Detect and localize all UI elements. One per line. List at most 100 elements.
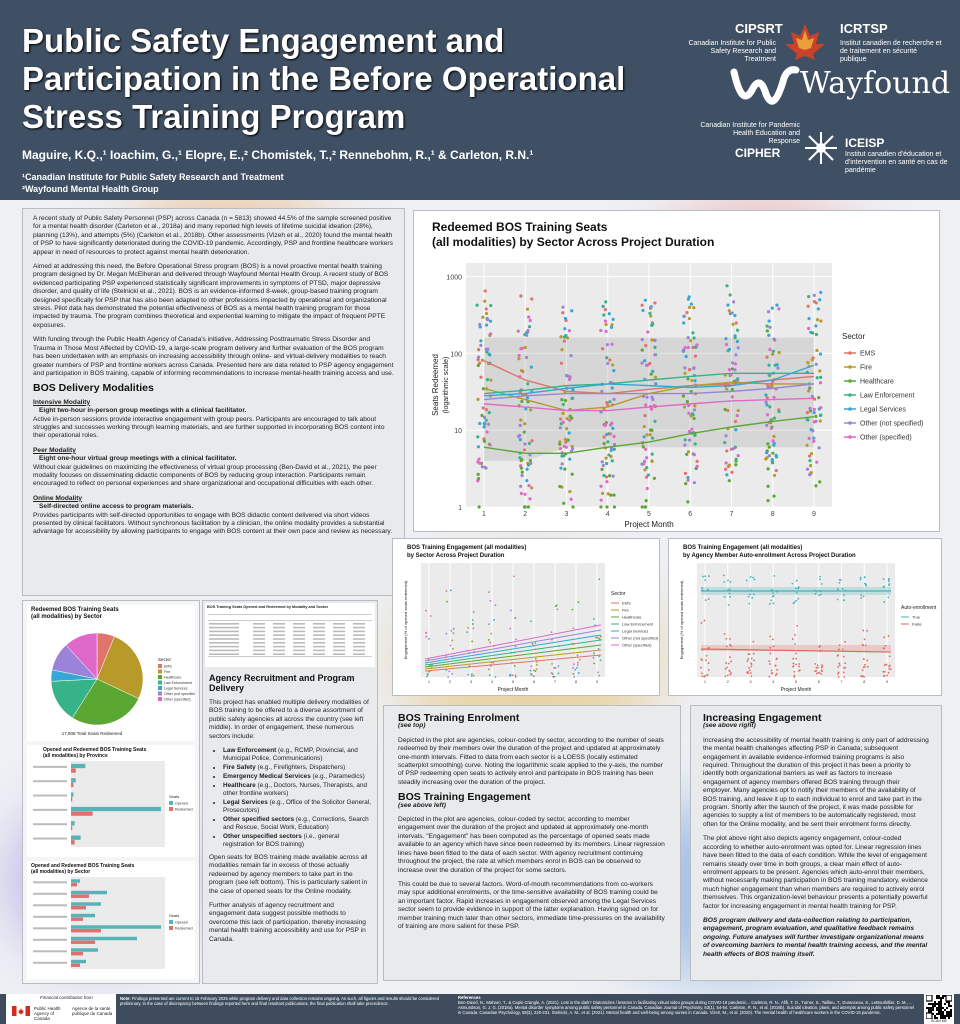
data-point [747, 658, 749, 660]
data-point [572, 666, 574, 669]
data-point [814, 662, 817, 665]
qr-code-card[interactable]: SCAN ME [924, 994, 954, 1024]
data-point [862, 666, 865, 669]
data-point [805, 443, 809, 447]
data-point [771, 349, 775, 353]
data-point [791, 638, 794, 641]
bar2-title-line1: Opened and Redeemed BOS Training Seats [31, 863, 135, 869]
data-point [683, 438, 687, 442]
qr-finder [926, 1012, 933, 1019]
bar-opened [71, 959, 86, 964]
data-point [734, 321, 738, 325]
data-point [529, 408, 533, 412]
data-point [476, 472, 480, 476]
table-cell [209, 623, 239, 625]
intensive-modality-text: Active in-person sessions provide intera… [33, 415, 385, 440]
data-point [752, 593, 755, 596]
qr-code-icon [926, 995, 952, 1019]
data-point [723, 596, 726, 598]
data-point [724, 434, 728, 438]
data-point [838, 578, 841, 581]
data-point [730, 470, 734, 474]
data-point [605, 432, 609, 437]
data-point [605, 401, 609, 405]
data-point [693, 354, 698, 358]
data-point [682, 348, 686, 352]
data-point [644, 498, 648, 503]
engagement-by-sector-chart: BOS Training Engagement (all modalities)… [403, 545, 659, 693]
data-point [522, 430, 526, 434]
data-point [728, 293, 732, 297]
qr-module [940, 1009, 942, 1011]
data-point [704, 579, 707, 582]
qr-module [942, 1011, 944, 1013]
data-point [480, 358, 485, 362]
data-point [749, 669, 751, 672]
table-cell [333, 638, 345, 640]
data-point [808, 406, 812, 411]
bar-opened [71, 835, 81, 840]
data-point [687, 305, 692, 309]
data-point [550, 631, 553, 633]
x-tick-label: 7 [840, 679, 843, 684]
qr-module [950, 1011, 952, 1013]
main-chart-panel: Redeemed BOS Training Seats (all modaliti… [413, 210, 940, 532]
table-cell [333, 642, 345, 644]
table-cell [253, 645, 265, 648]
plot-background [71, 761, 165, 847]
data-point [807, 389, 811, 393]
data-point [812, 420, 817, 424]
cipsrt-logo: CIPSRT [735, 21, 783, 36]
data-point [700, 672, 703, 675]
data-point [768, 660, 771, 663]
data-point [770, 599, 773, 602]
data-point [730, 387, 734, 392]
data-point [730, 367, 734, 371]
data-point [814, 324, 818, 328]
data-point [795, 657, 798, 660]
data-point [866, 659, 869, 662]
y-axis-label: Seats Redeemed [431, 354, 440, 416]
sector-list-item: Healthcare (e.g., Doctors, Nurses, Thera… [223, 782, 371, 798]
data-point [691, 452, 695, 456]
data-point [471, 619, 474, 621]
data-point [608, 400, 612, 404]
data-point [692, 336, 696, 340]
data-point [485, 430, 489, 434]
legend-swatch-point [848, 365, 852, 369]
data-point [682, 321, 686, 325]
data-point [730, 395, 734, 399]
bar-opened [71, 925, 161, 929]
note-label: Note: [120, 996, 131, 1001]
engagement-heading: BOS Training Engagement [398, 791, 531, 804]
table-cell [209, 653, 239, 655]
data-point [487, 422, 491, 426]
data-point [766, 310, 771, 314]
increasing-engagement-panel: Increasing Engagement (see above right) … [690, 705, 942, 981]
legend-swatch-point [848, 435, 852, 439]
cipsrt-subtitle: Canadian Institute for Public Safety Res… [688, 40, 776, 63]
funding-card: Financial contribution from Public Healt… [6, 994, 116, 1024]
legend-label: Fire [860, 365, 872, 372]
qr-module [948, 1013, 950, 1015]
data-point [838, 581, 841, 584]
qr-module [942, 1015, 944, 1017]
data-point [777, 410, 781, 414]
data-point [484, 408, 489, 412]
sector-list-item: Other unspecified sectors (i.e., general… [223, 833, 371, 849]
pie-slice [65, 632, 98, 680]
qr-module [934, 1001, 936, 1003]
qr-module [950, 1013, 952, 1015]
data-point [792, 602, 795, 605]
legend-swatch [158, 680, 162, 685]
data-point [795, 663, 797, 666]
data-point [610, 342, 614, 346]
data-point [862, 658, 865, 661]
data-point [766, 484, 770, 488]
data-point [559, 361, 564, 365]
data-point [476, 397, 480, 401]
bar1-title-line2: (all modalities) by Province [43, 753, 108, 759]
table-cell [353, 653, 365, 655]
data-point [883, 636, 886, 639]
data-point [796, 624, 799, 627]
